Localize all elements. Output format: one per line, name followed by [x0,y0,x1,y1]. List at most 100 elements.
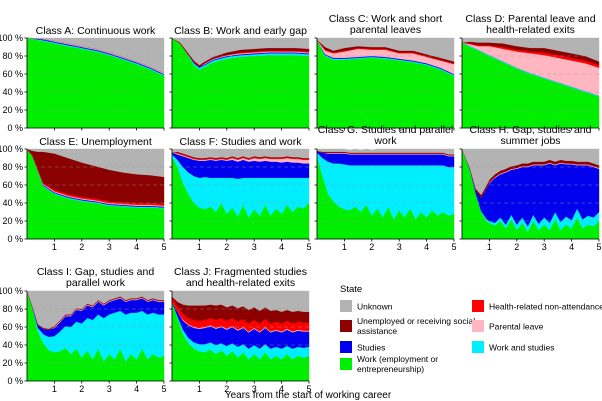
legend-label: Work and studies [489,343,555,353]
panel-9: 1 2 3 4 5 0 % 20 % 40 % 60 % 80 % 100 % Class I: Ga… [0,266,167,394]
area-unknown [461,37,600,62]
y-tick-label: 20 % [2,105,23,115]
x-tick-label: 1 [197,384,202,394]
x-tick-label: 3 [107,242,112,252]
panel-title: summer jobs [500,135,560,147]
legend-entry-workstudy: Work and studies [472,341,555,353]
x-tick-label: 2 [79,384,84,394]
panel-title: parental leaves [350,24,421,36]
legend-label: entrepreneurship) [357,364,424,374]
x-tick-label: 4 [134,242,139,252]
x-tick-label: 5 [596,242,601,252]
panel-title: Class A: Continuous work [36,25,156,37]
x-tick-label: 1 [197,242,202,252]
panel-title: work [373,135,397,147]
legend-swatch-workstudy [472,341,484,353]
x-tick-label: 2 [369,242,374,252]
legend-label: assistance [357,326,397,336]
panel-title: Class I: Gap, studies and [37,266,154,278]
x-tick-label: 2 [79,242,84,252]
y-tick-label: 80 % [2,51,23,61]
y-tick-label: 100 % [0,33,23,43]
x-tick-label: 5 [306,242,311,252]
x-tick-label: 2 [514,242,519,252]
area-unknown [26,148,165,178]
area-unknown [26,290,165,330]
x-tick-label: 5 [451,242,456,252]
legend-entry-unknown: Unknown [340,300,393,312]
x-tick-label: 4 [424,242,429,252]
x-tick-label: 4 [279,384,284,394]
legend-label: Health-related non-attendance [489,302,602,312]
y-tick-label: 20 % [2,216,23,226]
panel-6: 1 2 3 4 5 Class F: Studies and work [169,136,312,252]
x-tick-label: 1 [342,242,347,252]
y-tick-label: 100 % [0,144,23,154]
x-tick-label: 5 [161,242,166,252]
x-tick-label: 1 [487,242,492,252]
y-tick-label: 80 % [2,304,23,314]
panel-2: Class B: Work and early gap [169,25,310,131]
panel-title: parallel work [66,277,126,289]
panel-1: 0 % 20 % 40 % 60 % 80 % 100 % Class A: Continu… [0,25,165,133]
y-tick-label: 60 % [2,69,23,79]
legend-swatch-parental [472,320,484,332]
legend-title: State [340,284,362,295]
y-tick-label: 20 % [2,358,23,368]
panel-4: Class D: Parental leave andhealth-relate… [459,13,600,131]
legend-label: Parental leave [489,322,544,332]
panel-title: Class E: Unemployment [39,136,152,148]
panel-title: and health-related exits [186,277,295,289]
panel-title: Class B: Work and early gap [174,25,307,37]
x-tick-label: 1 [52,242,57,252]
panel-title: Class F: Studies and work [180,136,303,148]
x-tick-label: 1 [52,384,57,394]
panel-title: Class C: Work and short [329,13,443,25]
legend-swatch-health [472,300,484,312]
x-tick-label: 5 [161,384,166,394]
panel-title: health-related exits [486,24,575,36]
y-tick-label: 40 % [2,340,23,350]
y-tick-label: 40 % [2,198,23,208]
x-tick-label: 3 [107,384,112,394]
y-tick-label: 0 % [7,234,23,244]
legend-swatch-work [340,358,352,370]
x-tick-label: 2 [224,384,229,394]
panel-title: Class H: Gap, studies and [470,124,592,136]
area-unknown [461,148,600,196]
panel-5: 1 2 3 4 5 0 % 20 % 40 % 60 % 80 % 100 % Class E: Un… [0,136,167,252]
area-unknown [316,148,455,155]
y-tick-label: 80 % [2,162,23,172]
legend-swatch-studies [340,341,352,353]
x-tick-label: 4 [134,384,139,394]
legend: State Unknown Unemployed or receiving soci… [340,284,602,374]
y-tick-label: 40 % [2,87,23,97]
panel-title: Class J: Fragmented studies [174,266,307,278]
panel-title: Class G: Studies and parallel [318,124,453,136]
y-tick-label: 0 % [7,376,23,386]
legend-entry-health: Health-related non-attendance [472,300,602,312]
area-unknown [171,290,310,312]
y-tick-label: 0 % [7,123,23,133]
x-tick-label: 3 [252,242,257,252]
x-tick-label: 3 [252,384,257,394]
legend-label: Unemployed or receiving social [357,316,475,326]
legend-label: Work (employment or [357,354,438,364]
area-unknown [26,37,165,74]
x-tick-label: 4 [569,242,574,252]
x-tick-label: 5 [306,384,311,394]
y-tick-label: 100 % [0,286,23,296]
legend-entry-parental: Parental leave [472,320,544,332]
y-tick-label: 60 % [2,180,23,190]
legend-label: Unknown [357,302,393,312]
y-tick-label: 60 % [2,322,23,332]
legend-entry-studies: Studies [340,341,385,353]
x-tick-label: 3 [542,242,547,252]
area-unknown [171,37,310,66]
panels: 0 %20 %40 %60 %80 %100 %Class A: Continu… [0,13,602,394]
